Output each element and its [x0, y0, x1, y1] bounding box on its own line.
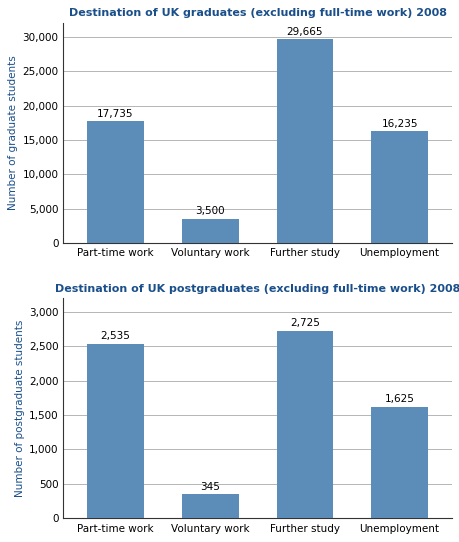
Bar [181, 494, 238, 518]
Text: 29,665: 29,665 [286, 27, 323, 37]
Bar [370, 132, 427, 243]
Text: 17,735: 17,735 [97, 108, 134, 119]
Bar [276, 40, 333, 243]
Bar [87, 121, 144, 243]
Y-axis label: Number of postgraduate students: Number of postgraduate students [15, 320, 25, 497]
Bar [87, 344, 144, 518]
Y-axis label: Number of graduate students: Number of graduate students [8, 56, 18, 210]
Text: 2,725: 2,725 [289, 318, 319, 328]
Bar [276, 331, 333, 518]
Bar [370, 406, 427, 518]
Title: Destination of UK graduates (excluding full-time work) 2008: Destination of UK graduates (excluding f… [68, 8, 446, 18]
Text: 345: 345 [200, 482, 220, 492]
Text: 2,535: 2,535 [101, 332, 130, 341]
Text: 16,235: 16,235 [381, 119, 417, 129]
Text: 3,500: 3,500 [195, 207, 224, 216]
Title: Destination of UK postgraduates (excluding full-time work) 2008: Destination of UK postgraduates (excludi… [55, 283, 459, 294]
Text: 1,625: 1,625 [384, 394, 414, 404]
Bar [181, 219, 238, 243]
